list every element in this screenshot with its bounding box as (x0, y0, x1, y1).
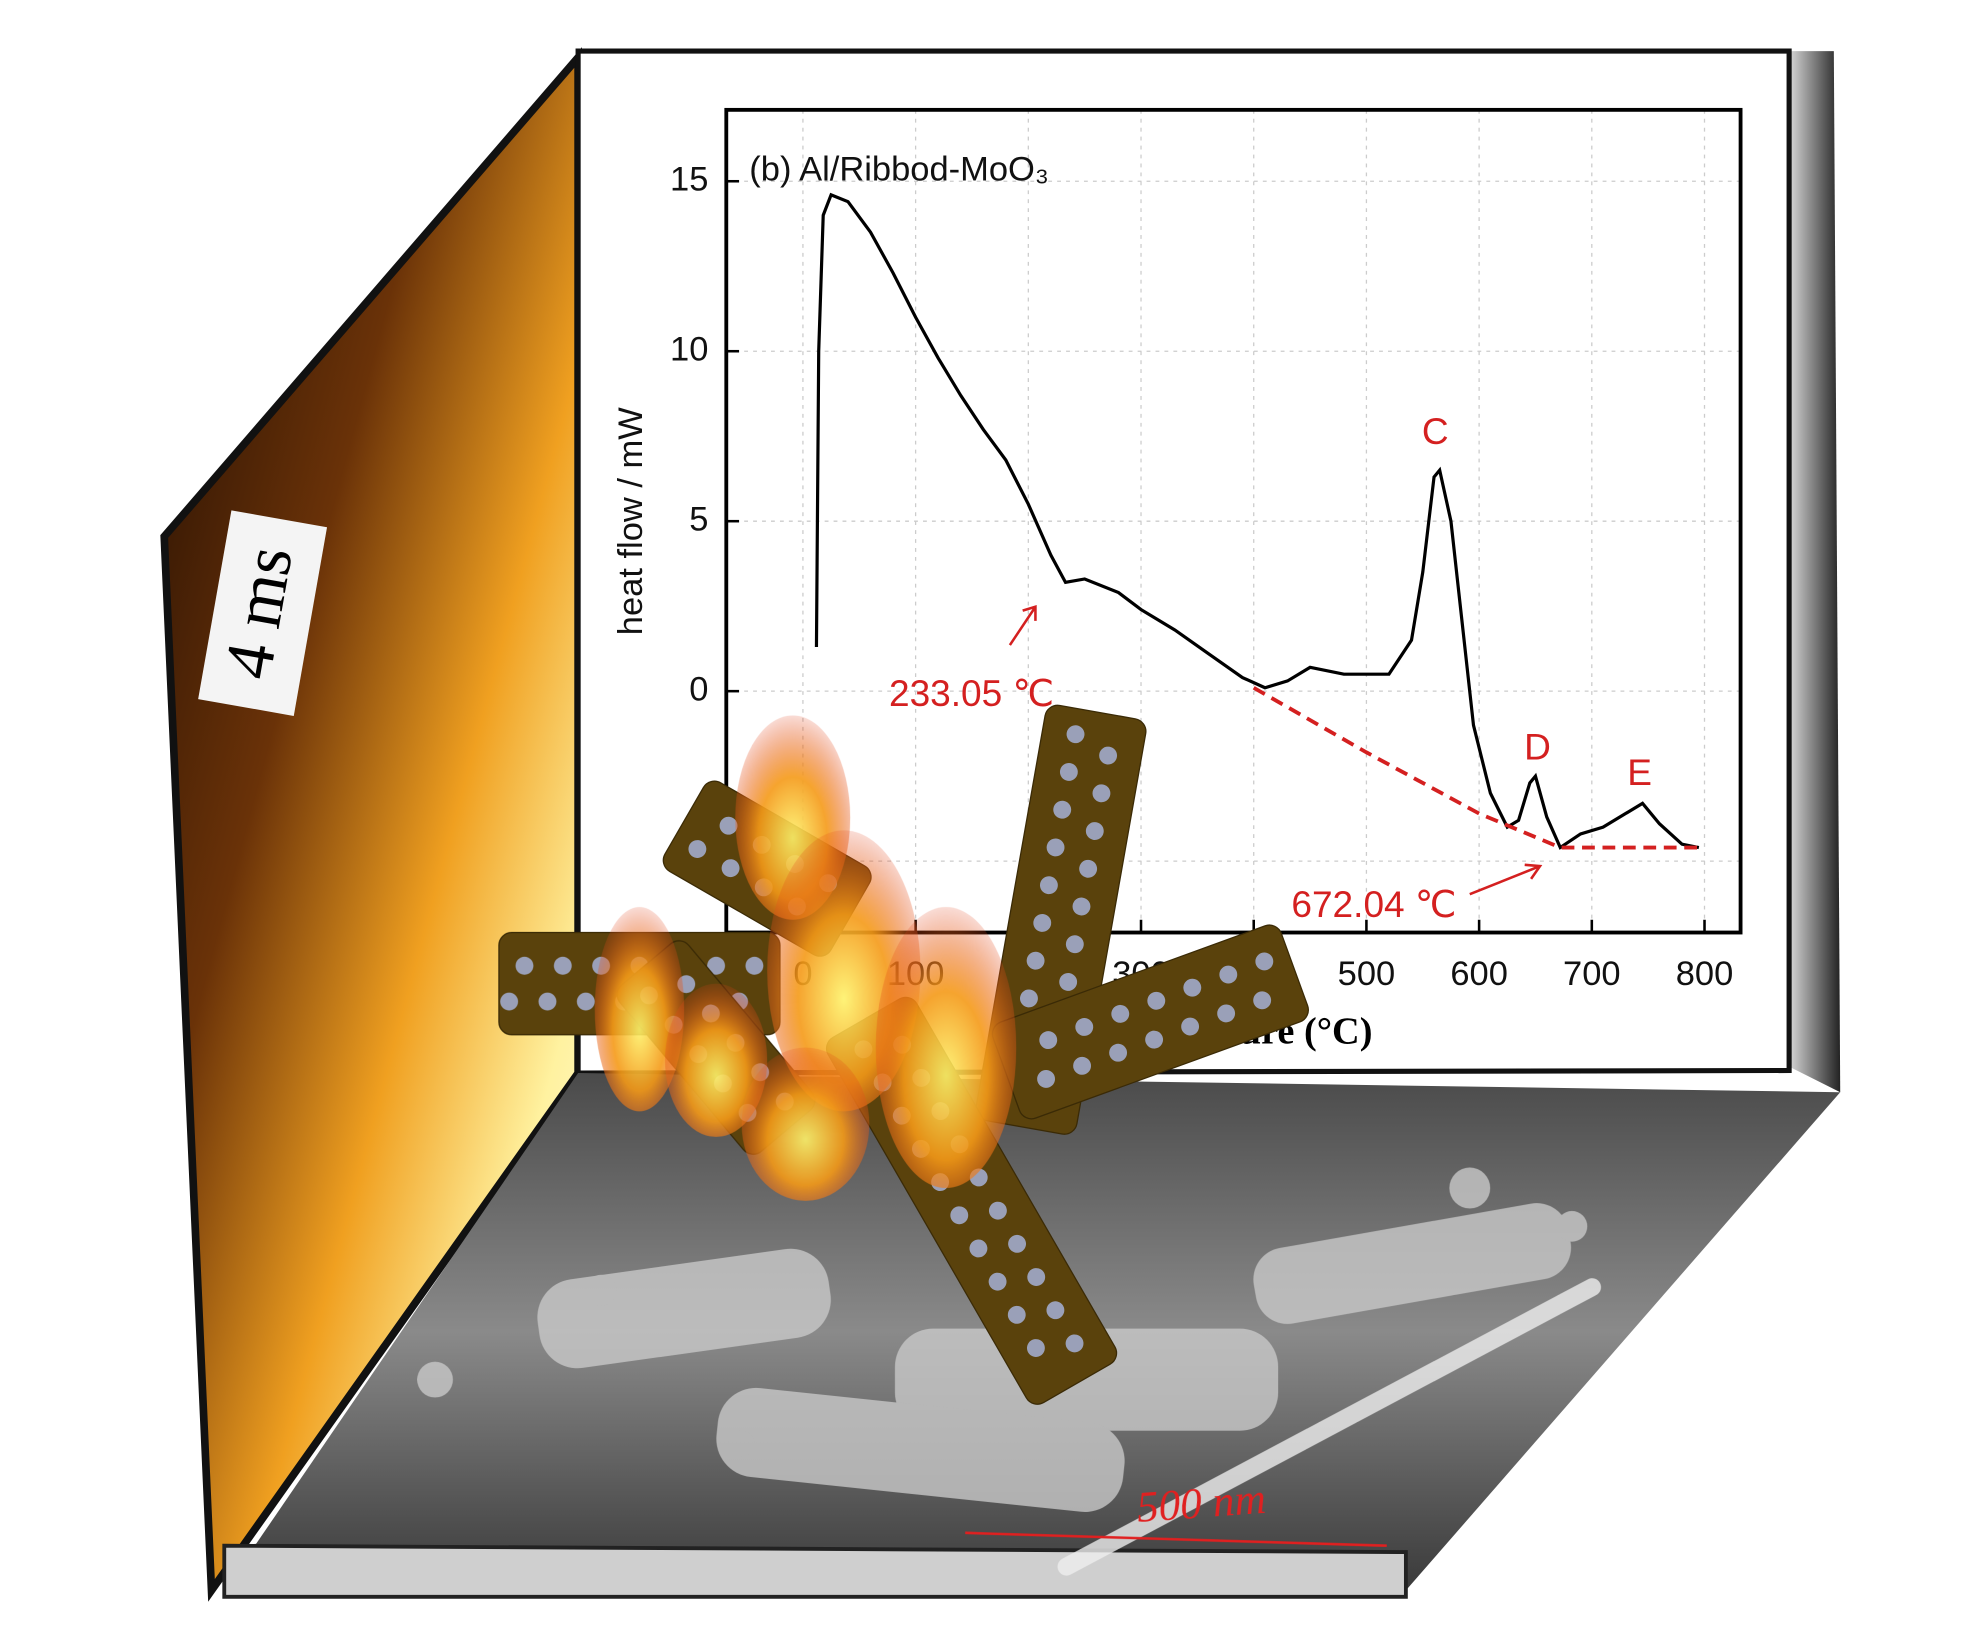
particle (1092, 784, 1111, 803)
particle (1181, 1017, 1200, 1036)
particle (1219, 965, 1238, 984)
particle (553, 956, 572, 975)
x-tick-label: 600 (1450, 955, 1508, 993)
flame (741, 1047, 870, 1201)
particle (538, 992, 557, 1011)
particle (1039, 1031, 1058, 1050)
particle (745, 956, 764, 975)
particle (1026, 951, 1045, 970)
annotation: D (1524, 726, 1551, 768)
particle (721, 859, 740, 878)
particle (1033, 913, 1052, 932)
plot-frame (724, 107, 1743, 935)
particle (1099, 746, 1118, 765)
x-tick-label: 500 (1338, 955, 1396, 993)
particle (1026, 1339, 1045, 1357)
particle (1085, 822, 1104, 840)
particle (1183, 978, 1202, 997)
particle (1217, 1004, 1236, 1023)
x-tick-label: 800 (1676, 955, 1734, 993)
particle (1065, 1334, 1084, 1353)
particle (1065, 935, 1084, 954)
particle (1066, 725, 1085, 744)
particle (1008, 1234, 1027, 1253)
particle (707, 956, 726, 975)
particle (1255, 952, 1274, 971)
particle (1053, 800, 1072, 819)
particle (1027, 1268, 1046, 1286)
particle (1079, 859, 1098, 878)
particle (1039, 876, 1058, 895)
y-axis-label: heat flow / mW (612, 407, 650, 635)
particle (1037, 1070, 1056, 1088)
scale-bar-label: 500 nm (1135, 1475, 1267, 1532)
particle (1072, 897, 1091, 916)
x-tick-label: 700 (1563, 955, 1621, 993)
particle (1145, 1030, 1164, 1049)
particle (576, 992, 595, 1011)
particle (515, 956, 534, 975)
annotation: C (1422, 410, 1449, 452)
chart-title: (b) Al/Ribbod-MoO₃ (749, 150, 1049, 188)
particle (1253, 991, 1272, 1010)
annotation-arrow (1008, 605, 1037, 646)
y-tick-label: 15 (670, 160, 708, 198)
annotation: E (1627, 751, 1652, 793)
particle (988, 1201, 1007, 1220)
particle (1046, 1301, 1065, 1320)
floor-bevel (222, 1543, 1408, 1599)
annotation: 233.05 ℃ (889, 672, 1054, 714)
y-tick-label: 0 (689, 670, 708, 708)
particle (688, 840, 707, 858)
particle (500, 992, 519, 1011)
ribbons (498, 704, 1309, 1405)
scale-bar (965, 1531, 1387, 1547)
annotation: 672.04 ℃ (1291, 883, 1456, 925)
series-line (1252, 686, 1699, 850)
flame (875, 906, 1017, 1189)
particle (1073, 1056, 1092, 1075)
particle (1147, 991, 1166, 1010)
particle (719, 816, 738, 835)
particle (1007, 1305, 1026, 1324)
particle (1075, 1018, 1094, 1036)
frame-label-box: 4 ms (198, 510, 328, 716)
series-line (814, 192, 1700, 850)
particle (1020, 989, 1038, 1008)
back-wall-bevel (1782, 51, 1841, 1093)
floor-texture (417, 1167, 1601, 1576)
particle (1059, 973, 1078, 991)
particle (969, 1239, 988, 1258)
particle (1046, 838, 1065, 857)
annotation-arrow (1469, 863, 1543, 896)
particle (988, 1272, 1007, 1291)
flame (664, 983, 768, 1137)
y-tick-label: 10 (670, 330, 708, 368)
flame (594, 906, 685, 1112)
particle (1111, 1004, 1130, 1023)
particle (1059, 763, 1078, 781)
particle (950, 1206, 969, 1225)
y-tick-label: 5 (689, 500, 708, 538)
particle (1109, 1043, 1128, 1062)
chart: -50510150100200300400500600700800(b) Al/… (612, 107, 1743, 1053)
